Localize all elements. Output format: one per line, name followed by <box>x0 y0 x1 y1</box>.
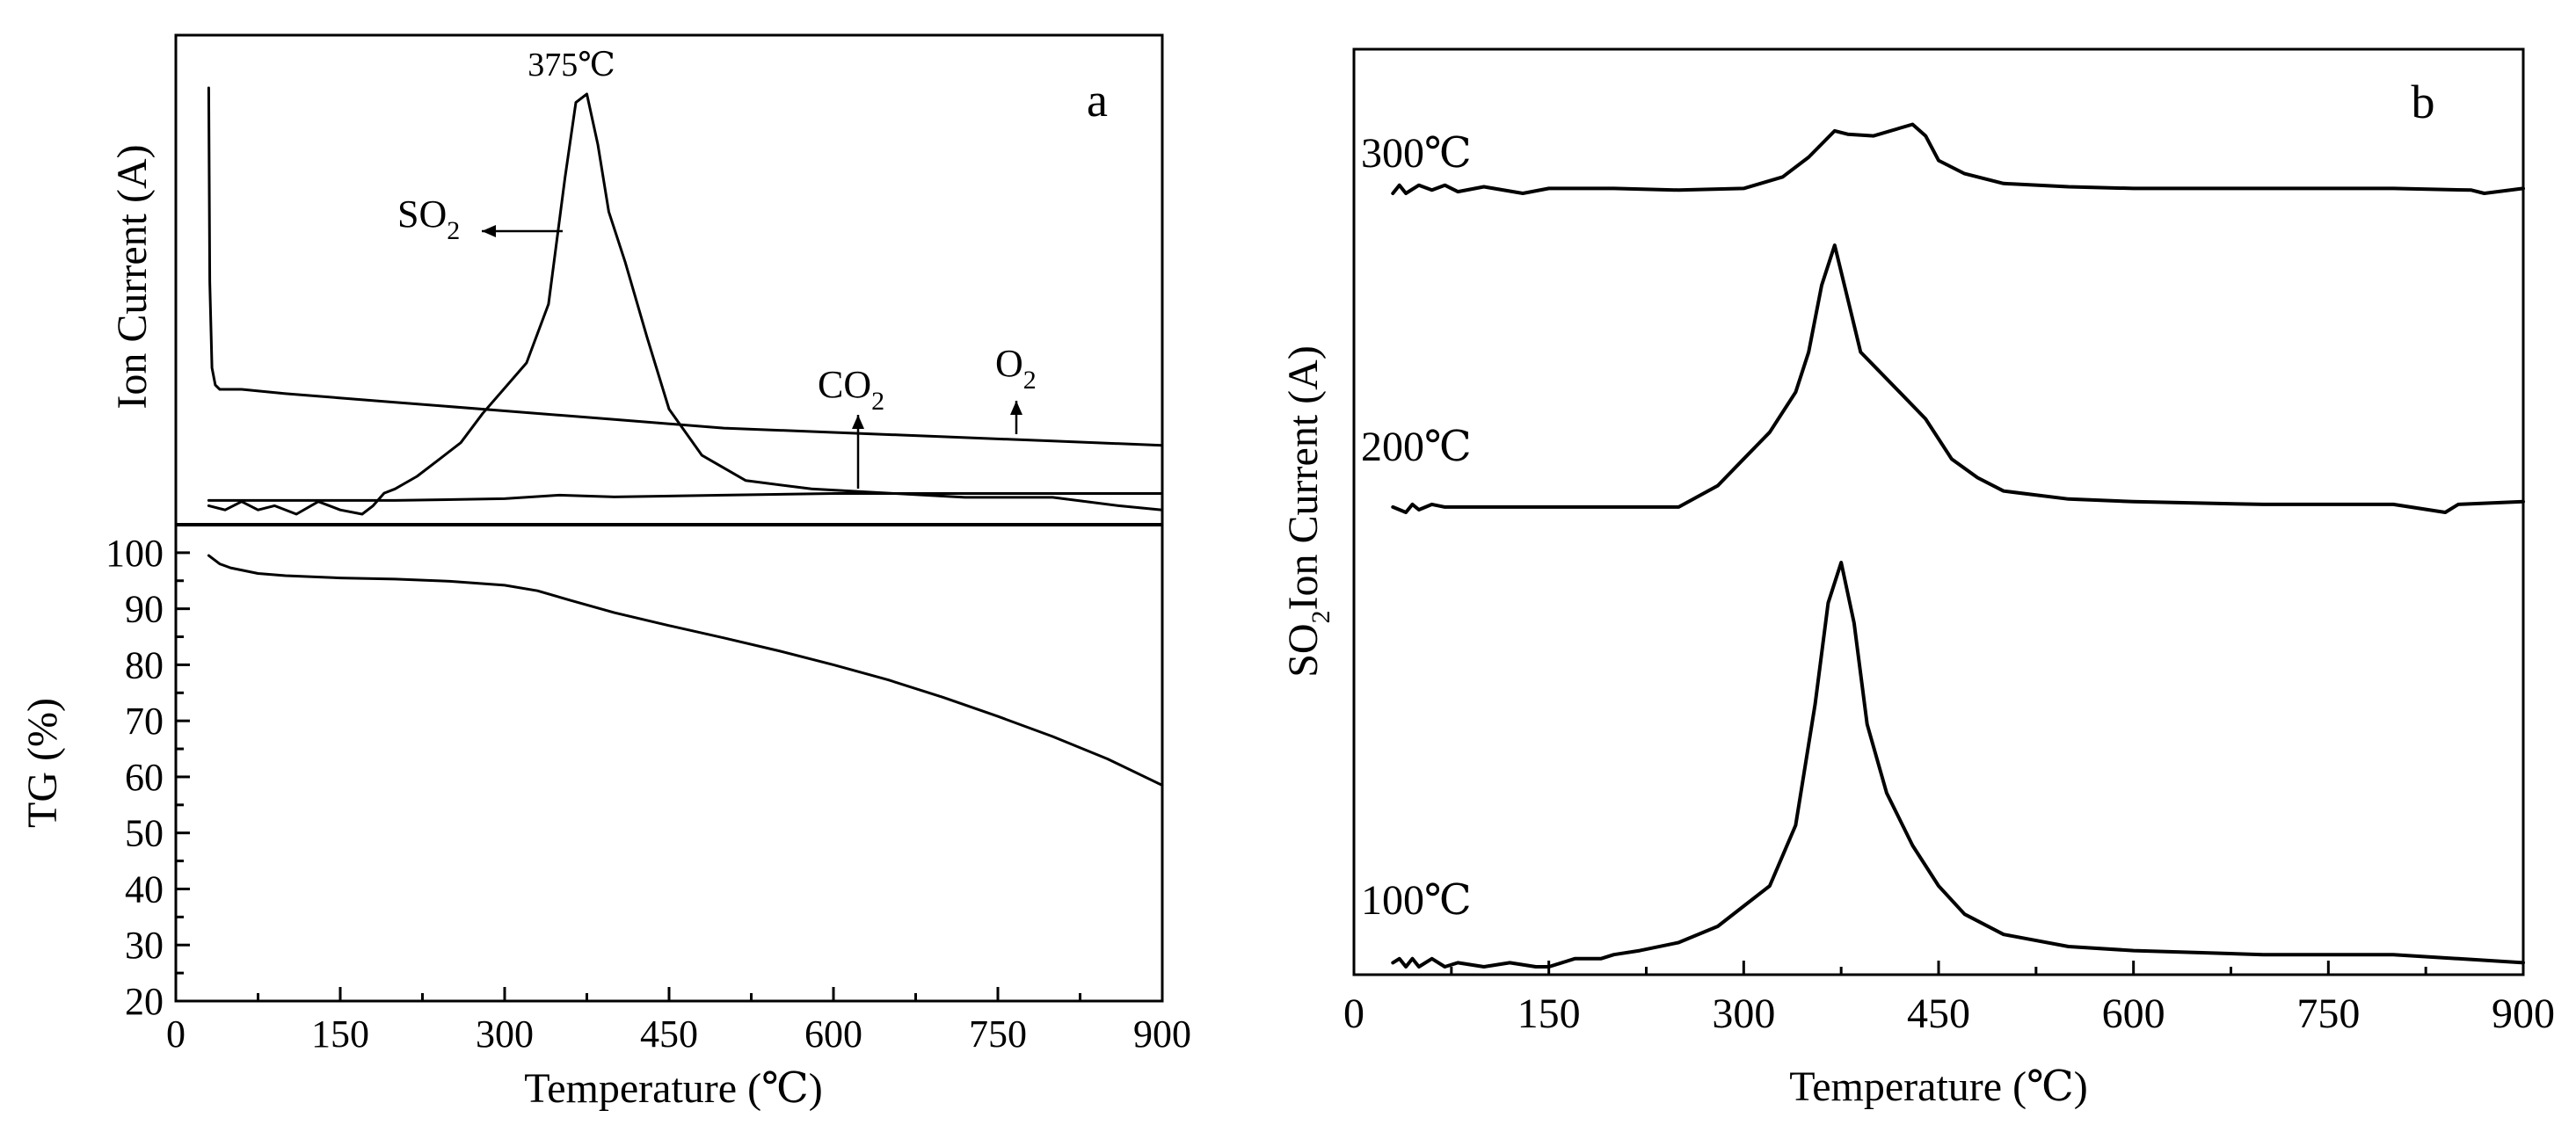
panel-b: b SO2Ion Current (A) 0 150 300 450 600 750 900… <box>1280 47 2555 1110</box>
series-line-300℃ <box>1391 122 2525 195</box>
panel-a-x-tick-label: 450 <box>640 1012 698 1056</box>
panel-a-x-tick-label: 150 <box>311 1012 369 1056</box>
panel-b-ylabel-text: SO2Ion Current (A) <box>1280 345 1335 678</box>
series-label-so2: SO2 <box>397 192 460 245</box>
tg-ylabel: TG (%) <box>19 698 66 828</box>
series-line-tg <box>207 554 1164 787</box>
series-label-o2: O2 <box>995 342 1037 395</box>
panel-b-x-tick-label: 900 <box>2492 990 2555 1037</box>
panel-b-ylabel: SO2Ion Current (A) <box>1280 345 1335 678</box>
panel-b-x-tick-label: 750 <box>2296 990 2360 1037</box>
panel-b-series <box>1391 122 2525 969</box>
series-label-sub: 2 <box>447 216 460 245</box>
tg-y-tick-label: 90 <box>125 588 164 631</box>
panel-a-x-tick-label: 0 <box>166 1012 186 1056</box>
panel-a-x-tick-label: 300 <box>476 1012 534 1056</box>
panel-a-x-tick-label: 600 <box>804 1012 862 1056</box>
tg-y-tick-label: 70 <box>125 700 164 743</box>
tg-x-ticks: 0 150 300 450 600 750 900 <box>166 987 1191 1056</box>
panel-a-letter: a <box>1087 74 1108 127</box>
series-arrow-head-so2 <box>482 225 496 237</box>
series-label-main: CO <box>818 363 871 406</box>
series-line-200℃ <box>1391 243 2525 514</box>
panel-a-x-tick-label: 750 <box>969 1012 1027 1056</box>
tg-y-tick-label: 30 <box>125 924 164 967</box>
panel-b-x-tick-label: 0 <box>1343 990 1364 1037</box>
panel-a-x-tick-label: 900 <box>1133 1012 1191 1056</box>
series-label-main: SO <box>397 192 447 236</box>
series-line-so2 <box>207 92 1164 516</box>
series-arrow-head-o2 <box>1010 401 1022 415</box>
tg-y-tick-label: 100 <box>106 532 164 575</box>
peak-temp-annotation: 375℃ <box>528 47 615 83</box>
panel-b-x-ticks: 0 150 300 450 600 750 900 <box>1343 961 2555 1037</box>
series-line-co2 <box>207 492 1164 502</box>
series-label-sub: 2 <box>1023 366 1037 395</box>
series-line-100℃ <box>1391 561 2525 969</box>
tg-y-tick-label: 40 <box>125 867 164 911</box>
tg-y-tick-label: 80 <box>125 643 164 686</box>
tg-y-tick-label: 60 <box>125 756 164 799</box>
panel-b-xlabel: Temperature (℃) <box>1789 1063 2088 1110</box>
panel-b-x-tick-label: 300 <box>1712 990 1775 1037</box>
panel-b-x-tick-label: 600 <box>2102 990 2165 1037</box>
panel-a-bottom-frame <box>174 523 1164 1003</box>
panel-b-x-tick-label: 450 <box>1907 990 1970 1037</box>
tg-series <box>207 554 1164 787</box>
ylabel-prefix: SO <box>1280 623 1327 677</box>
ylabel-sub: 2 <box>1306 610 1335 623</box>
ion-current-ylabel: Ion Current (A) <box>109 144 156 409</box>
tg-y-tick-label: 20 <box>125 980 164 1023</box>
series-line-o2 <box>207 86 1164 447</box>
panel-b-series-labels: 100℃ 200℃ 300℃ <box>1361 130 1472 924</box>
series-label-100℃: 100℃ <box>1361 877 1472 924</box>
series-label-co2: CO2 <box>818 363 884 416</box>
series-arrow-head-co2 <box>852 415 864 429</box>
panel-a-xlabel: Temperature (℃) <box>524 1065 823 1112</box>
series-label-sub: 2 <box>871 387 884 416</box>
ylabel-rest: Ion Current (A) <box>1280 345 1327 610</box>
panel-b-x-tick-label: 150 <box>1517 990 1581 1037</box>
series-label-300℃: 300℃ <box>1361 130 1472 177</box>
series-label-main: O <box>995 342 1023 385</box>
tg-y-ticks: 20 30 40 50 60 70 80 90 100 <box>106 523 190 1023</box>
panel-b-letter: b <box>2412 76 2435 128</box>
panel-a-top-frame <box>174 33 1164 526</box>
series-label-200℃: 200℃ <box>1361 424 1472 470</box>
ion-current-series <box>207 86 1164 516</box>
tg-y-tick-label: 50 <box>125 812 164 855</box>
